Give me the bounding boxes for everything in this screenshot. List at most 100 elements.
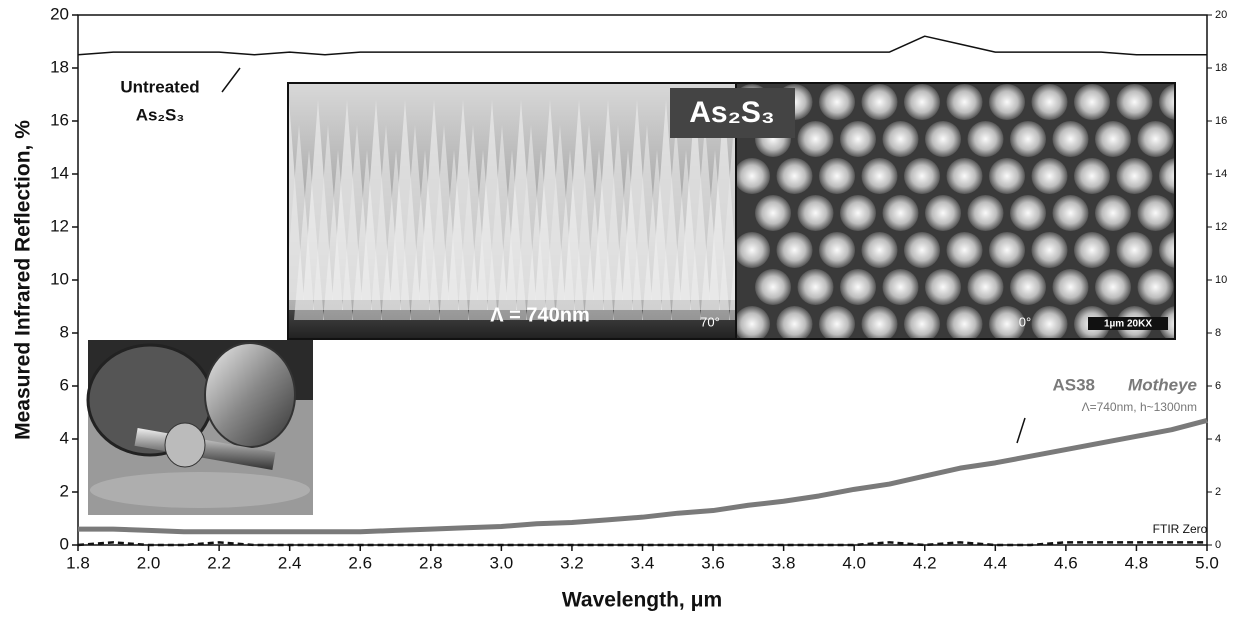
cone xyxy=(671,150,701,320)
pillar xyxy=(1138,343,1174,379)
pillar xyxy=(755,269,791,305)
series-line xyxy=(77,541,1207,547)
pillar xyxy=(1031,84,1068,120)
pillar xyxy=(840,269,876,305)
x-tick-label: 4.4 xyxy=(983,553,1007,572)
pillar xyxy=(989,84,1025,120)
y-tick-label: 6 xyxy=(60,375,69,394)
pillar xyxy=(989,306,1025,338)
pillar xyxy=(840,343,876,379)
pillar xyxy=(861,306,898,338)
cone xyxy=(526,150,556,320)
pillar xyxy=(883,343,919,379)
period-label: Λ = 740nm xyxy=(490,304,590,326)
cone xyxy=(700,150,730,320)
tilt-label: 70° xyxy=(700,314,720,329)
cone xyxy=(294,150,324,320)
y-tick-label: 8 xyxy=(60,322,69,341)
pillar xyxy=(989,232,1025,268)
pillar xyxy=(1137,269,1174,305)
y2-tick-label: 16 xyxy=(1215,115,1227,127)
pillar xyxy=(1010,343,1046,379)
y2-tick-label: 4 xyxy=(1215,433,1221,445)
pillar xyxy=(819,158,855,194)
pillar xyxy=(925,343,961,379)
cone xyxy=(613,150,643,320)
series-line xyxy=(77,35,1207,56)
y-tick-label: 12 xyxy=(50,216,69,235)
scale-bar-bg xyxy=(1088,317,1168,330)
pillar xyxy=(946,306,983,338)
pillar xyxy=(1052,269,1089,305)
x-tick-label: 2.8 xyxy=(419,553,443,572)
cone xyxy=(468,150,498,320)
y-tick-label: 2 xyxy=(60,481,69,500)
cone xyxy=(439,150,469,320)
pillar xyxy=(967,269,1004,305)
pillar xyxy=(776,158,813,194)
x-tick-label: 3.0 xyxy=(490,553,514,572)
pillar xyxy=(1180,195,1216,231)
x-tick-label: 4.2 xyxy=(913,553,937,572)
cone xyxy=(729,252,735,320)
pillar xyxy=(946,158,983,194)
x-tick-label: 5.0 xyxy=(1195,553,1219,572)
annotation: As₂S₃ xyxy=(136,105,185,124)
y2-tick-label: 18 xyxy=(1215,62,1227,74)
pillar xyxy=(1159,158,1174,194)
pillar xyxy=(967,195,1004,231)
pillar xyxy=(1095,343,1131,379)
sem-inset: As₂S₃ Λ = 740nm 70° 0° 1µm 20KX xyxy=(287,82,1216,379)
pillar xyxy=(1137,195,1174,231)
leader-line xyxy=(1016,417,1026,444)
pillar xyxy=(1010,195,1046,231)
y-axis-label: Measured Infrared Reflection, % xyxy=(12,120,35,440)
cone xyxy=(642,150,672,320)
annotation: Motheye xyxy=(1128,375,1197,394)
pillar xyxy=(946,84,983,120)
pillar xyxy=(1180,343,1216,379)
pillar xyxy=(882,121,919,157)
pillar xyxy=(1074,232,1110,268)
sem-dots xyxy=(737,84,1216,379)
pillar xyxy=(861,158,898,194)
pillar xyxy=(776,306,813,338)
pillar xyxy=(904,232,940,268)
pillar xyxy=(819,232,855,268)
x-tick-label: 2.0 xyxy=(137,553,161,572)
pillar xyxy=(737,158,770,194)
pillar xyxy=(989,158,1025,194)
pillar xyxy=(1137,121,1174,157)
annotation: AS38 xyxy=(1052,375,1095,394)
sem-cones xyxy=(289,100,735,320)
y-tick-label: 4 xyxy=(60,428,69,447)
tilt-label: 0° xyxy=(1019,314,1031,329)
x-tick-label: 3.8 xyxy=(772,553,796,572)
pillar xyxy=(882,269,919,305)
pillar xyxy=(904,158,940,194)
y2-tick-label: 2 xyxy=(1215,486,1221,498)
pillar xyxy=(1010,121,1046,157)
x-tick-label: 1.8 xyxy=(66,553,90,572)
pillar xyxy=(967,121,1004,157)
pillar xyxy=(840,195,876,231)
pillar xyxy=(840,121,876,157)
plot-area: 1.8 2.0 2.2 2.4 2.6 2.8 3.0 3.2 3.4 3.6 3.8 4.0 4.2 4… xyxy=(50,4,1227,572)
pillar xyxy=(1095,195,1131,231)
pillar xyxy=(861,232,898,268)
photo-lens xyxy=(204,342,296,448)
photo-part xyxy=(164,422,206,468)
pillar xyxy=(797,269,834,305)
pillar xyxy=(1116,158,1153,194)
pillar xyxy=(904,306,940,338)
pillar xyxy=(861,84,898,120)
pillar xyxy=(1074,84,1110,120)
y2-tick-label: 8 xyxy=(1215,327,1221,339)
y-tick-label: 10 xyxy=(50,269,69,288)
x-tick-label: 3.2 xyxy=(560,553,584,572)
pillar xyxy=(797,121,834,157)
annotation: FTIR Zero xyxy=(1153,522,1208,536)
y-tick-label: 18 xyxy=(50,57,69,76)
pillar xyxy=(776,232,813,268)
